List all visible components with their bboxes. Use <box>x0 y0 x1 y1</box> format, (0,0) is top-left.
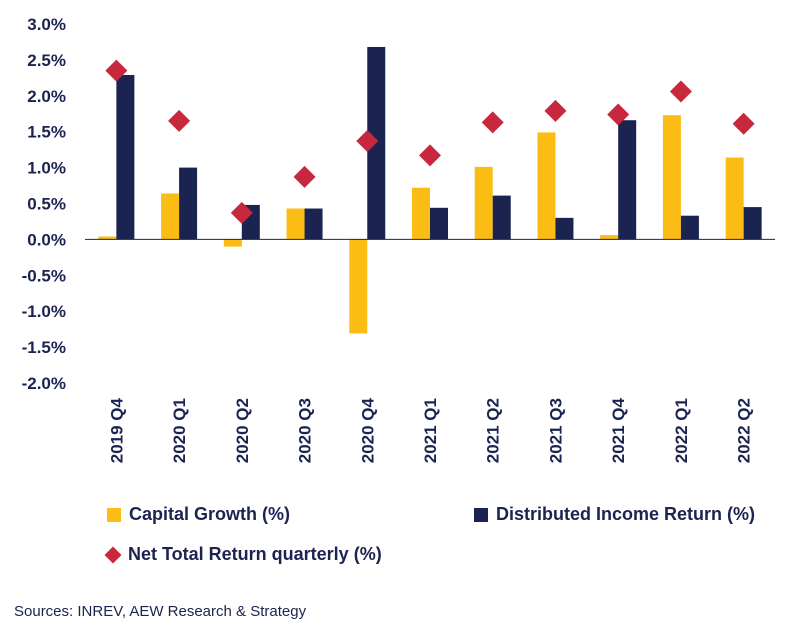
bar-capital-growth <box>349 239 368 334</box>
x-tick-label: 2020 Q2 <box>233 398 252 463</box>
marker-net-total-return <box>481 111 504 134</box>
bar-capital-growth <box>98 236 117 240</box>
bar-distributed-income <box>555 217 574 240</box>
x-tick-label: 2021 Q4 <box>609 397 628 463</box>
bar-distributed-income <box>618 120 637 240</box>
marker-net-total-return <box>544 99 567 122</box>
legend-swatch-capital-growth <box>107 507 121 522</box>
y-tick-label: 0.5% <box>27 195 66 214</box>
legend-label-capital-growth: Capital Growth (%) <box>129 504 290 524</box>
x-tick-label: 2020 Q3 <box>296 398 315 463</box>
bar-distributed-income <box>116 74 135 240</box>
legend-label-distributed-income: Distributed Income Return (%) <box>496 504 756 524</box>
bar-distributed-income <box>304 208 323 240</box>
bar-distributed-income <box>367 46 386 240</box>
bar-capital-growth <box>474 166 493 240</box>
x-tick-label: 2020 Q4 <box>358 397 377 463</box>
legend-label-net-total-return: Net Total Return quarterly (%) <box>128 544 382 564</box>
marker-net-total-return <box>168 109 191 132</box>
bar-capital-growth <box>725 157 744 240</box>
x-tick-label: 2021 Q1 <box>421 398 440 463</box>
bar-capital-growth <box>600 235 619 240</box>
marker-net-total-return <box>230 201 253 224</box>
bar-capital-growth <box>662 115 681 240</box>
y-tick-label: 1.5% <box>27 123 66 142</box>
x-tick-label: 2021 Q3 <box>546 398 565 463</box>
bar-distributed-income <box>492 195 511 240</box>
source-note: Sources: INREV, AEW Research & Strategy <box>14 603 307 620</box>
markers-layer <box>105 59 755 224</box>
bars-layer <box>98 46 762 334</box>
marker-net-total-return <box>356 130 379 153</box>
y-tick-label: -1.5% <box>22 338 66 357</box>
legend-swatch-net-total-return <box>104 546 122 563</box>
y-tick-label: 2.5% <box>27 51 66 70</box>
x-tick-label: 2022 Q1 <box>672 398 691 463</box>
x-axis: 2019 Q4 2020 Q1 2020 Q2 2020 Q3 2020 Q4 2021 … <box>107 397 753 463</box>
bar-capital-growth <box>286 208 305 240</box>
y-tick-label: -1.0% <box>22 302 66 321</box>
legend-swatch-distributed-income <box>474 507 488 522</box>
bar-distributed-income <box>743 207 762 240</box>
legend-capital-growth: Capital Growth (%) <box>107 504 290 525</box>
x-tick-label: 2022 Q2 <box>735 398 754 463</box>
x-tick-label: 2020 Q1 <box>170 398 189 463</box>
bar-capital-growth <box>161 193 180 240</box>
bar-capital-growth <box>412 187 430 240</box>
bar-distributed-income <box>430 207 448 240</box>
legend-distributed-income: Distributed Income Return (%) <box>474 504 755 525</box>
bar-capital-growth <box>223 239 242 247</box>
x-tick-label: 2021 Q2 <box>484 398 503 463</box>
y-tick-label: -2.0% <box>22 374 66 393</box>
marker-net-total-return <box>293 165 316 188</box>
marker-net-total-return <box>105 59 128 82</box>
bar-distributed-income <box>179 167 198 240</box>
y-axis: 3.0% 2.5% 2.0% 1.5% 1.0% 0.5% 0.0% -0.5% -1.0% -1… <box>22 15 66 393</box>
bar-capital-growth <box>537 132 556 240</box>
y-tick-label: 2.0% <box>27 87 66 106</box>
y-tick-label: 1.0% <box>27 159 66 178</box>
marker-net-total-return <box>732 112 755 135</box>
y-tick-label: 0.0% <box>27 230 66 249</box>
y-tick-label: -0.5% <box>22 266 66 285</box>
legend-net-total-return: Net Total Return quarterly (%) <box>104 544 382 565</box>
marker-net-total-return <box>419 144 441 167</box>
bar-distributed-income <box>680 215 699 240</box>
y-tick-label: 3.0% <box>27 15 66 34</box>
marker-net-total-return <box>607 103 630 126</box>
marker-net-total-return <box>669 80 692 103</box>
x-tick-label: 2019 Q4 <box>107 397 126 463</box>
